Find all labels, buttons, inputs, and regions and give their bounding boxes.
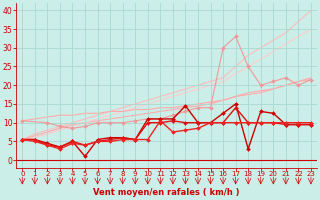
X-axis label: Vent moyen/en rafales ( km/h ): Vent moyen/en rafales ( km/h ) bbox=[93, 188, 240, 197]
